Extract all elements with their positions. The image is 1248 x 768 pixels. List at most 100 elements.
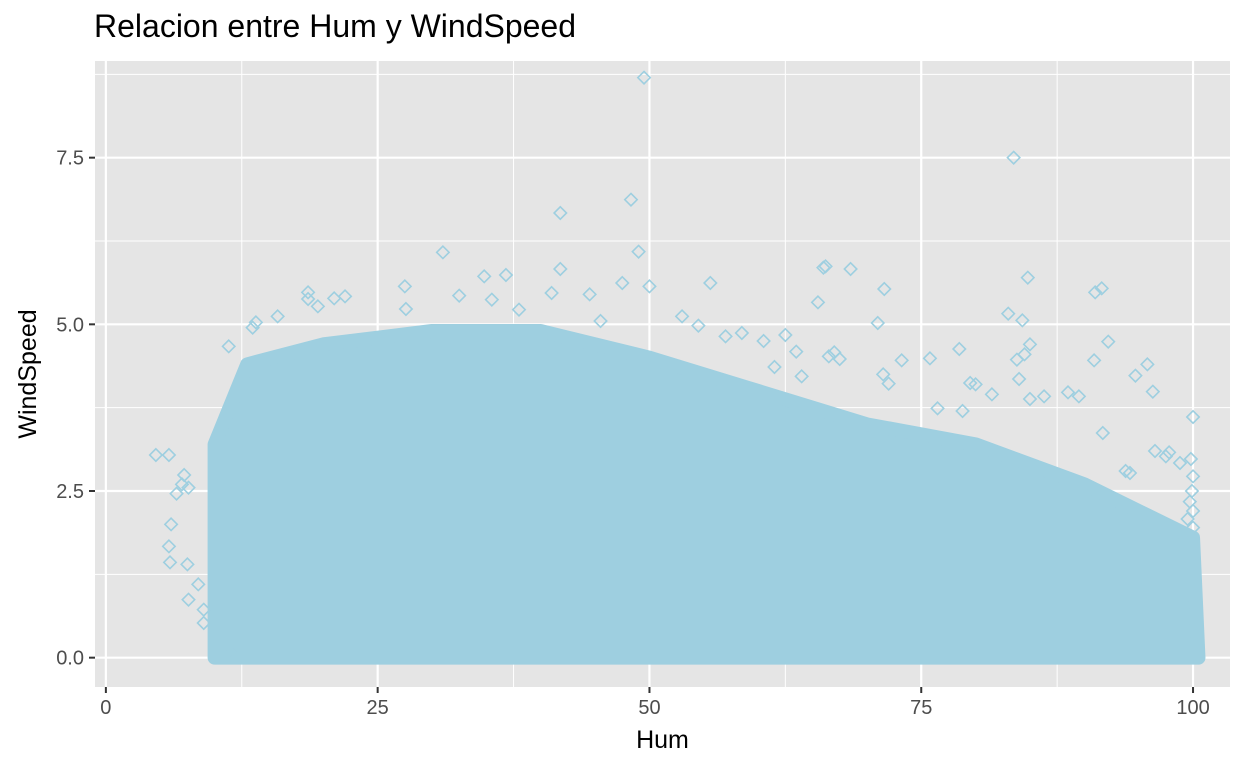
data-point — [1094, 281, 1110, 296]
data-point — [818, 259, 833, 274]
y-tick-label: 0.0 — [56, 648, 84, 670]
data-point — [1140, 357, 1155, 372]
data-point — [498, 267, 514, 283]
data-point — [1128, 368, 1143, 383]
data-point — [1036, 389, 1052, 404]
data-point — [778, 327, 793, 343]
data-point — [881, 376, 896, 391]
data-point — [544, 285, 559, 301]
data-point — [222, 645, 238, 660]
data-point — [734, 325, 750, 341]
data-point — [1185, 520, 1201, 535]
data-point — [1022, 337, 1038, 352]
data-point — [1185, 469, 1201, 484]
data-point — [1022, 391, 1038, 407]
data-point — [794, 369, 809, 384]
data-point — [674, 309, 690, 324]
chart-title: Relacion entre Hum y WindSpeed — [94, 8, 577, 44]
data-point — [190, 577, 206, 592]
data-point — [484, 292, 500, 307]
y-tick-label: 7.5 — [56, 148, 84, 170]
data-point — [1147, 443, 1163, 459]
data-point — [1118, 463, 1133, 479]
data-point — [451, 288, 467, 303]
data-point — [756, 333, 771, 349]
data-point — [968, 377, 983, 392]
data-point — [196, 615, 212, 631]
data-point — [163, 517, 179, 532]
data-point — [843, 261, 858, 277]
data-point — [1020, 270, 1036, 285]
data-point — [221, 339, 237, 354]
data-point — [1180, 511, 1195, 527]
data-point — [1000, 306, 1016, 321]
data-point — [1015, 313, 1030, 328]
data-point — [767, 359, 782, 375]
data-point — [955, 403, 970, 419]
data-point — [1086, 353, 1102, 368]
x-tick-label: 50 — [638, 697, 660, 719]
data-point — [169, 486, 184, 501]
x-tick-label: 75 — [910, 697, 932, 719]
data-point — [1172, 455, 1188, 471]
data-point — [593, 313, 608, 329]
data-point — [930, 401, 945, 416]
data-point — [832, 351, 848, 367]
data-point — [174, 477, 190, 492]
data-point — [180, 557, 195, 572]
data-point — [642, 279, 657, 294]
data-point — [1006, 150, 1021, 165]
axes: 0 25 50 75 100 0.0 2.5 5.0 7.5 — [56, 148, 1210, 719]
y-tick-label: 5.0 — [56, 314, 84, 336]
data-point — [397, 279, 413, 294]
data-point — [337, 289, 353, 304]
data-point — [181, 592, 196, 607]
data-point — [310, 299, 326, 314]
data-point — [691, 318, 706, 333]
data-point — [1161, 445, 1177, 460]
data-point — [870, 315, 886, 331]
data-point — [245, 320, 260, 335]
data-point — [894, 353, 910, 368]
x-axis-title: Hum — [636, 726, 689, 754]
data-point — [623, 192, 639, 207]
data-point — [552, 205, 568, 221]
y-tick-label: 2.5 — [56, 481, 84, 503]
data-point — [788, 344, 804, 359]
data-point — [270, 309, 285, 324]
data-point — [631, 244, 646, 259]
data-point — [161, 447, 177, 463]
data-point — [300, 285, 316, 300]
data-point — [248, 315, 264, 330]
data-point — [300, 291, 316, 307]
data-point — [1158, 449, 1174, 464]
data-point — [614, 275, 630, 291]
data-point — [1095, 425, 1111, 441]
data-point — [875, 367, 891, 382]
data-point — [703, 275, 718, 291]
data-points — [148, 70, 1201, 660]
x-tick-label: 0 — [100, 697, 111, 719]
data-point — [161, 539, 177, 554]
data-point — [1009, 352, 1025, 367]
data-point — [951, 341, 967, 357]
x-tick-label: 100 — [1176, 697, 1209, 719]
data-point — [1087, 285, 1103, 300]
y-axis-title: WindSpeed — [14, 309, 42, 438]
data-point — [176, 467, 192, 483]
data-point — [398, 301, 414, 317]
data-point — [552, 261, 568, 277]
data-point — [511, 302, 527, 317]
data-point — [718, 329, 733, 344]
data-point — [636, 70, 652, 85]
data-point — [962, 375, 978, 391]
data-point — [1122, 465, 1138, 481]
data-point — [922, 351, 938, 366]
data-point — [821, 349, 837, 364]
data-point — [326, 291, 342, 306]
data-point — [476, 269, 492, 284]
dense-point-cloud — [207, 324, 1206, 665]
data-point — [1060, 385, 1076, 400]
data-point — [162, 555, 178, 570]
